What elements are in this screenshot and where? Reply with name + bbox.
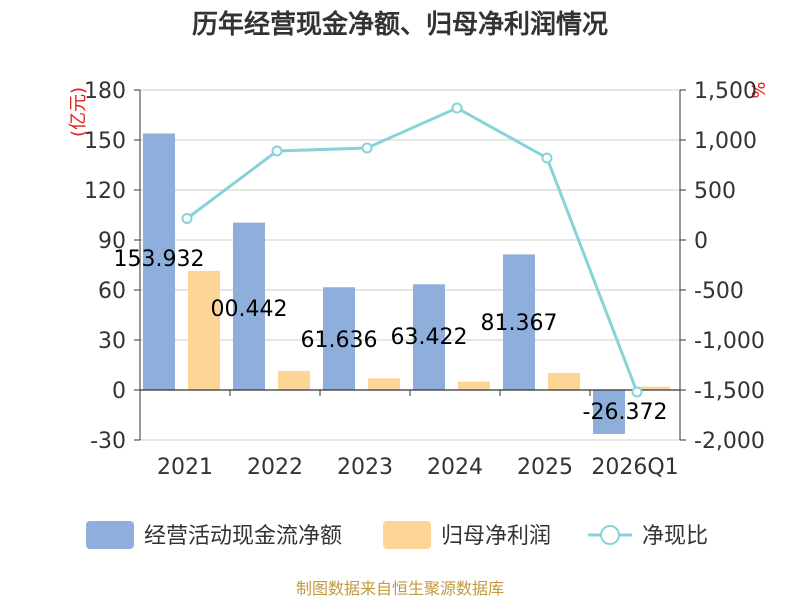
- data-label-cash-flow: 61.636: [301, 328, 378, 353]
- bar-series-group: [143, 133, 670, 434]
- bar-cash-flow: [143, 133, 175, 391]
- source-note: 制图数据来自恒生聚源数据库: [296, 579, 504, 598]
- left-axis-tick-label: 30: [98, 329, 126, 354]
- line-point-net-cash-ratio: [541, 152, 553, 164]
- line-point-net-cash-ratio: [361, 142, 373, 154]
- line-series-group: [181, 102, 643, 398]
- x-axis-category-label: 2024: [427, 455, 483, 480]
- x-axis-category-label: 2023: [337, 455, 393, 480]
- right-axis-tick-label: 1,500: [694, 79, 757, 104]
- x-axis-category-label: 2021: [157, 455, 213, 480]
- bar-net-profit: [188, 270, 220, 390]
- right-axis-tick-label: -1,500: [694, 379, 765, 404]
- legend-swatch-net-profit: [383, 521, 431, 549]
- left-axis-tick-label: 120: [84, 179, 126, 204]
- bar-cash-flow: [233, 222, 265, 390]
- bar-net-profit: [548, 373, 580, 390]
- bar-cash-flow: [503, 254, 535, 390]
- bar-net-profit: [278, 370, 310, 390]
- x-axis-category-label: 2022: [247, 455, 303, 480]
- left-axis-tick-label: 90: [98, 229, 126, 254]
- x-axis-category-label: 2025: [517, 455, 573, 480]
- legend-label-net-cash-ratio: 净现比: [642, 524, 708, 549]
- right-axis-unit-label: %: [747, 81, 768, 98]
- bar-cash-flow: [413, 284, 445, 390]
- right-axis-tick-label: -1,000: [694, 329, 765, 354]
- data-label-cash-flow: 81.367: [481, 311, 558, 336]
- left-axis-unit-label: (亿元): [68, 87, 89, 137]
- left-axis-tick-label: 60: [98, 279, 126, 304]
- axes: -30 0 30 60 90 120 150 180 -2,000 -1,500 -1,000 -50…: [84, 79, 765, 480]
- right-axis-tick-label: 0: [694, 229, 708, 254]
- data-label-cash-flow: 00.442: [211, 297, 288, 322]
- line-point-net-cash-ratio: [181, 213, 193, 224]
- left-axis-tick-label: 0: [112, 379, 126, 404]
- legend: 经营活动现金流净额 归母净利润 净现比: [86, 521, 708, 549]
- bar-cash-flow: [593, 390, 625, 434]
- legend-swatch-cash-flow: [86, 521, 134, 549]
- legend-label-net-profit: 归母净利润: [441, 524, 551, 549]
- line-net-cash-ratio: [186, 106, 639, 393]
- right-axis-tick-label: 1,000: [694, 129, 757, 154]
- bar-net-profit: [368, 378, 400, 390]
- right-axis-tick-label: -2,000: [694, 429, 765, 454]
- line-point-net-cash-ratio: [451, 102, 463, 114]
- line-point-net-cash-ratio: [631, 386, 643, 398]
- left-axis-tick-label: 150: [84, 129, 126, 154]
- right-axis-tick-label: 500: [694, 179, 736, 204]
- data-label-cash-flow: 153.932: [114, 247, 205, 272]
- data-label-cash-flow: -26.372: [583, 400, 668, 425]
- bar-cash-flow: [323, 287, 355, 390]
- bar-net-profit: [458, 381, 490, 390]
- chart-title: 历年经营现金净额、归母净利润情况: [192, 9, 608, 40]
- grid-lines: [140, 89, 680, 441]
- left-axis-tick-label: -30: [90, 429, 126, 454]
- legend-marker-net-cash-ratio: [600, 525, 620, 545]
- bar-net-profit: [638, 386, 670, 390]
- line-point-net-cash-ratio: [271, 145, 283, 157]
- x-axis-category-label: 2026Q1: [591, 455, 678, 480]
- right-axis-tick-label: -500: [694, 279, 744, 304]
- legend-label-cash-flow: 经营活动现金流净额: [144, 524, 342, 549]
- left-axis-tick-label: 180: [84, 79, 126, 104]
- data-label-cash-flow: 63.422: [391, 325, 468, 350]
